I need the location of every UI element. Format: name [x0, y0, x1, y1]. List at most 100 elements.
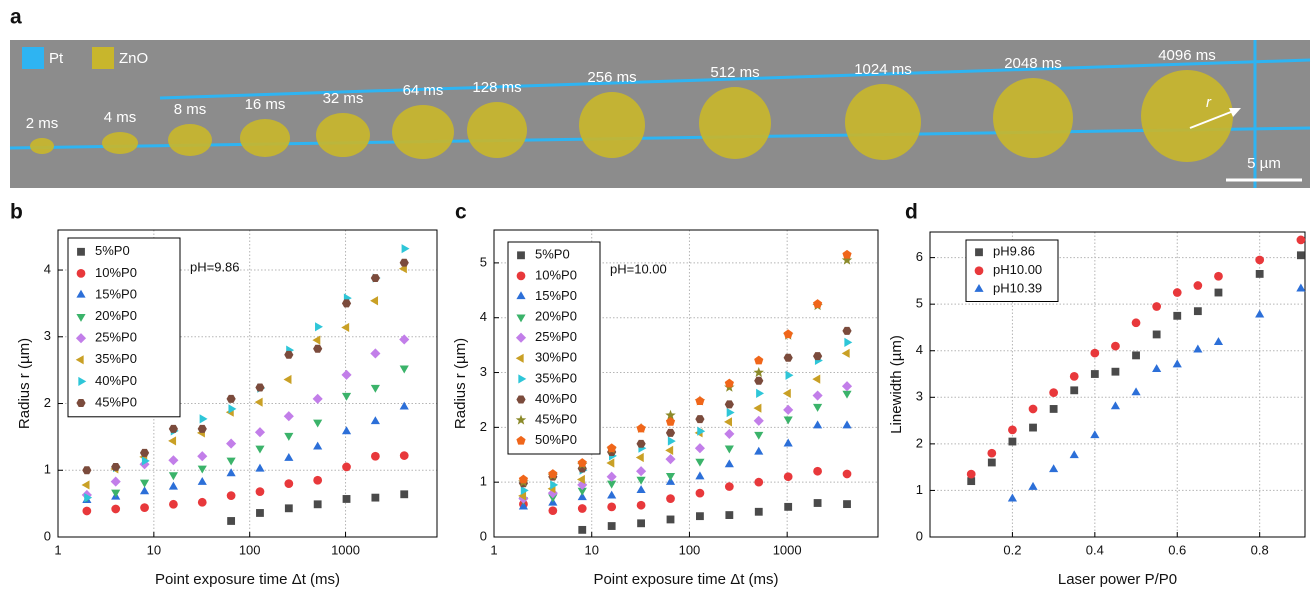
data-point	[724, 459, 734, 468]
x-tick-label: 0.2	[1003, 542, 1021, 557]
legend-label: 20%P0	[95, 308, 137, 323]
x-tick-label: 1000	[773, 542, 802, 557]
data-point	[518, 501, 528, 510]
legend-marker	[516, 395, 526, 404]
y-tick-label: 1	[480, 474, 487, 489]
data-point	[842, 249, 852, 259]
data-point	[1110, 401, 1121, 410]
legend-label: 45%P0	[95, 394, 137, 409]
data-point	[724, 428, 735, 439]
data-point	[636, 466, 647, 477]
data-point	[841, 348, 850, 358]
dot-label: 16 ms	[245, 96, 286, 113]
legend-label: pH10.00	[993, 262, 1042, 277]
data-point	[636, 476, 646, 485]
data-point	[841, 381, 853, 392]
data-point	[341, 369, 352, 380]
data-point	[1049, 405, 1058, 413]
data-point	[842, 326, 852, 335]
dot-label: 4 ms	[104, 109, 137, 126]
data-point	[228, 404, 237, 414]
data-point	[813, 499, 822, 507]
data-point	[313, 500, 322, 509]
data-point	[1111, 341, 1120, 351]
data-point	[667, 436, 676, 446]
data-point	[284, 504, 293, 513]
zno-dot	[168, 124, 212, 156]
panel-label: d	[905, 201, 918, 224]
legend-swatch	[22, 47, 44, 69]
data-point	[987, 458, 996, 467]
legend-marker	[974, 283, 984, 292]
legend-label: pH10.39	[993, 281, 1042, 296]
legend-marker	[516, 435, 526, 445]
data-point	[370, 348, 381, 359]
y-tick-label: 0	[916, 528, 923, 543]
data-point	[1028, 481, 1038, 490]
legend-label: 35%P0	[95, 351, 137, 366]
x-axis-label: Point exposure time Δt (ms)	[155, 571, 340, 588]
data-point	[577, 492, 587, 501]
data-point	[168, 436, 177, 446]
legend-marker	[75, 355, 84, 365]
data-point	[813, 420, 823, 429]
data-point	[82, 466, 92, 475]
dot-label: 1024 ms	[854, 61, 912, 78]
y-tick-label: 2	[44, 395, 51, 410]
legend-marker	[975, 248, 983, 257]
data-point	[399, 451, 409, 460]
data-point	[577, 504, 587, 513]
data-point	[313, 441, 323, 450]
image-background	[10, 40, 1310, 188]
y-axis-label: Radius r (µm)	[452, 338, 469, 429]
x-tick-label: 100	[679, 542, 701, 557]
legend-label: 40%P0	[95, 373, 137, 388]
data-point	[694, 443, 705, 454]
data-point	[111, 489, 121, 498]
data-point	[341, 426, 352, 435]
data-point	[226, 394, 236, 403]
dot-label: 2 ms	[26, 115, 59, 132]
dot-label: 512 ms	[710, 64, 759, 81]
data-point	[1049, 388, 1058, 398]
data-point	[111, 504, 121, 514]
data-point	[1008, 425, 1017, 435]
legend-marker	[515, 414, 527, 425]
data-point	[168, 481, 178, 490]
data-point	[754, 446, 764, 455]
data-point	[695, 396, 705, 405]
data-point	[665, 417, 676, 426]
x-tick-label: 0.4	[1086, 542, 1104, 557]
legend-label: 25%P0	[535, 329, 577, 344]
data-point	[1008, 437, 1017, 446]
data-point	[313, 344, 323, 353]
x-tick-label: 10	[147, 542, 161, 557]
data-point	[401, 244, 410, 254]
chart: d 0.2 0.4 0.6 0.8 0 1 2 3 4 5 6 Laser power P/P0 Line…	[888, 201, 1306, 588]
data-point	[1090, 430, 1100, 439]
legend-label: ZnO	[119, 50, 148, 67]
data-point	[548, 494, 558, 503]
data-point	[1296, 251, 1305, 260]
x-axis-label: Laser power P/P0	[1058, 571, 1177, 588]
data-point	[635, 452, 644, 463]
x-tick-label: 0.8	[1251, 542, 1269, 557]
plot-frame	[929, 231, 1306, 538]
data-point	[577, 487, 587, 496]
legend-marker	[517, 251, 525, 260]
x-tick-label: 1	[490, 542, 497, 557]
data-point	[576, 474, 585, 485]
data-point	[1131, 318, 1141, 328]
pt-line	[159, 58, 1311, 100]
legend-label: Pt	[49, 50, 64, 67]
data-point	[1193, 307, 1202, 316]
data-point	[1173, 311, 1182, 320]
data-point	[1296, 235, 1306, 245]
data-point	[813, 466, 822, 476]
data-point	[283, 374, 292, 385]
x-tick-label: 1000	[331, 542, 360, 557]
zno-dot	[240, 119, 290, 157]
data-point	[255, 487, 265, 496]
data-point	[577, 479, 588, 490]
